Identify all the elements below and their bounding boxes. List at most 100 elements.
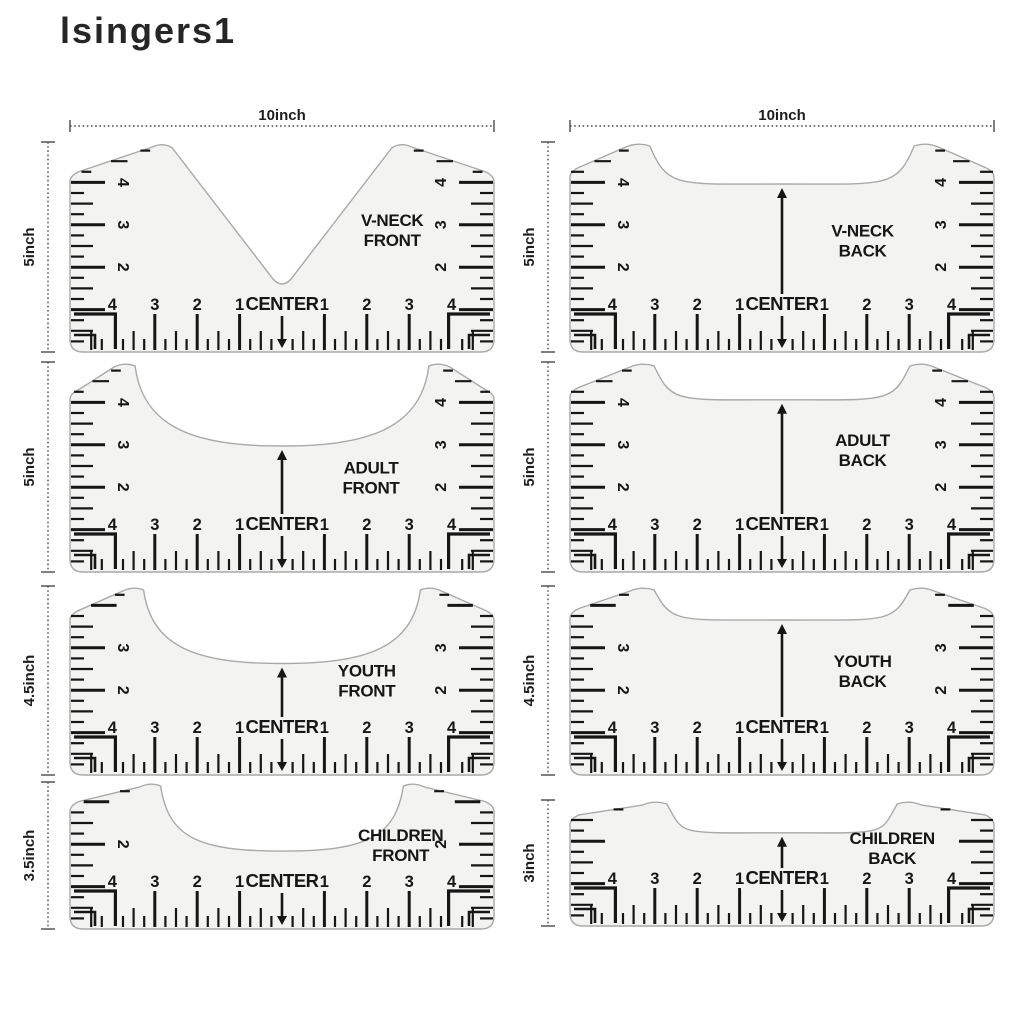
svg-text:1: 1 (735, 516, 744, 534)
svg-text:YOUTH: YOUTH (834, 652, 892, 671)
side-scales (71, 149, 493, 343)
center-label-mask (241, 294, 323, 316)
svg-text:4: 4 (933, 398, 950, 407)
side-scales (571, 149, 993, 343)
bottom-scale-numbers: 1 1 2 2 3 3 4 4 (108, 296, 457, 314)
svg-text:1: 1 (820, 719, 829, 737)
svg-text:4: 4 (608, 296, 618, 314)
svg-text:2: 2 (862, 870, 871, 888)
height-indicator (541, 361, 555, 573)
svg-text:4: 4 (947, 870, 957, 888)
svg-text:2: 2 (933, 686, 950, 695)
svg-text:1: 1 (320, 516, 329, 534)
svg-text:BACK: BACK (839, 451, 888, 470)
svg-text:3: 3 (650, 870, 659, 888)
center-label: CENTER (245, 293, 318, 314)
bottom-scale (590, 534, 974, 570)
svg-text:2: 2 (114, 263, 131, 272)
height-label: 5inch (521, 227, 538, 266)
svg-text:3: 3 (114, 643, 131, 652)
svg-text:2: 2 (862, 719, 871, 737)
bottom-scale (90, 891, 474, 927)
svg-text:3: 3 (933, 643, 950, 652)
svg-text:2: 2 (614, 483, 631, 492)
side-scales (571, 808, 993, 917)
svg-text:4: 4 (433, 398, 450, 407)
side-scale-numbers: 2 2 3 3 (114, 643, 450, 694)
svg-text:2: 2 (362, 516, 371, 534)
svg-text:2: 2 (933, 263, 950, 272)
svg-text:3: 3 (433, 220, 450, 229)
svg-text:3: 3 (905, 516, 914, 534)
svg-text:4: 4 (447, 719, 457, 737)
corner-brackets (74, 735, 490, 772)
svg-text:3: 3 (650, 719, 659, 737)
svg-text:2: 2 (693, 516, 702, 534)
svg-text:1: 1 (735, 870, 744, 888)
svg-text:CHILDREN: CHILDREN (358, 826, 443, 845)
svg-text:ADULT: ADULT (344, 459, 400, 478)
svg-text:CHILDREN: CHILDREN (849, 829, 934, 848)
bottom-scale (90, 534, 474, 570)
bottom-scale-numbers: 1 1 2 2 3 3 4 4 (108, 516, 457, 534)
center-label: CENTER (745, 716, 818, 737)
ruler-body (69, 783, 495, 930)
svg-text:2: 2 (193, 873, 202, 891)
svg-text:1: 1 (320, 719, 329, 737)
center-label-mask (741, 868, 823, 890)
width-indicator (569, 120, 995, 132)
svg-text:3: 3 (150, 719, 159, 737)
bottom-scale-numbers: 1 1 2 2 3 3 4 4 (608, 870, 957, 888)
svg-text:4: 4 (614, 398, 631, 407)
svg-text:4: 4 (108, 873, 118, 891)
svg-text:3: 3 (614, 440, 631, 449)
height-indicator (41, 781, 55, 930)
svg-text:2: 2 (693, 870, 702, 888)
svg-text:4: 4 (108, 516, 118, 534)
corner-brackets (74, 889, 490, 926)
width-label: 10inch (758, 107, 806, 124)
svg-text:4: 4 (108, 719, 118, 737)
svg-text:BACK: BACK (839, 242, 888, 261)
center-label-mask (241, 514, 323, 536)
svg-text:4: 4 (608, 516, 618, 534)
center-label: CENTER (245, 716, 318, 737)
svg-text:3: 3 (114, 220, 131, 229)
center-label: CENTER (245, 870, 318, 891)
svg-text:FRONT: FRONT (342, 479, 400, 498)
svg-text:3: 3 (405, 516, 414, 534)
svg-text:1: 1 (235, 516, 244, 534)
bottom-scale-numbers: 1 1 2 2 3 3 4 4 (608, 719, 957, 737)
svg-text:4: 4 (114, 398, 131, 407)
svg-text:2: 2 (193, 296, 202, 314)
center-label: CENTER (745, 513, 818, 534)
svg-text:4: 4 (447, 516, 457, 534)
bottom-scale (590, 888, 974, 924)
svg-text:2: 2 (614, 263, 631, 272)
watermark-text: lsingers1 (60, 10, 237, 51)
svg-text:1: 1 (820, 870, 829, 888)
svg-text:ADULT: ADULT (835, 431, 891, 450)
svg-text:3: 3 (433, 643, 450, 652)
svg-text:2: 2 (693, 719, 702, 737)
svg-text:FRONT: FRONT (372, 846, 430, 865)
svg-text:BACK: BACK (839, 672, 888, 691)
svg-text:2: 2 (862, 516, 871, 534)
bottom-scale-numbers: 1 1 2 2 3 3 4 4 (108, 719, 457, 737)
svg-text:2: 2 (114, 483, 131, 492)
side-scales (71, 369, 493, 563)
svg-text:2: 2 (193, 516, 202, 534)
svg-text:3: 3 (614, 220, 631, 229)
svg-text:2: 2 (114, 840, 131, 849)
center-arrow (277, 893, 287, 925)
height-label: 5inch (521, 447, 538, 486)
height-label: 5inch (21, 447, 38, 486)
svg-text:1: 1 (735, 719, 744, 737)
